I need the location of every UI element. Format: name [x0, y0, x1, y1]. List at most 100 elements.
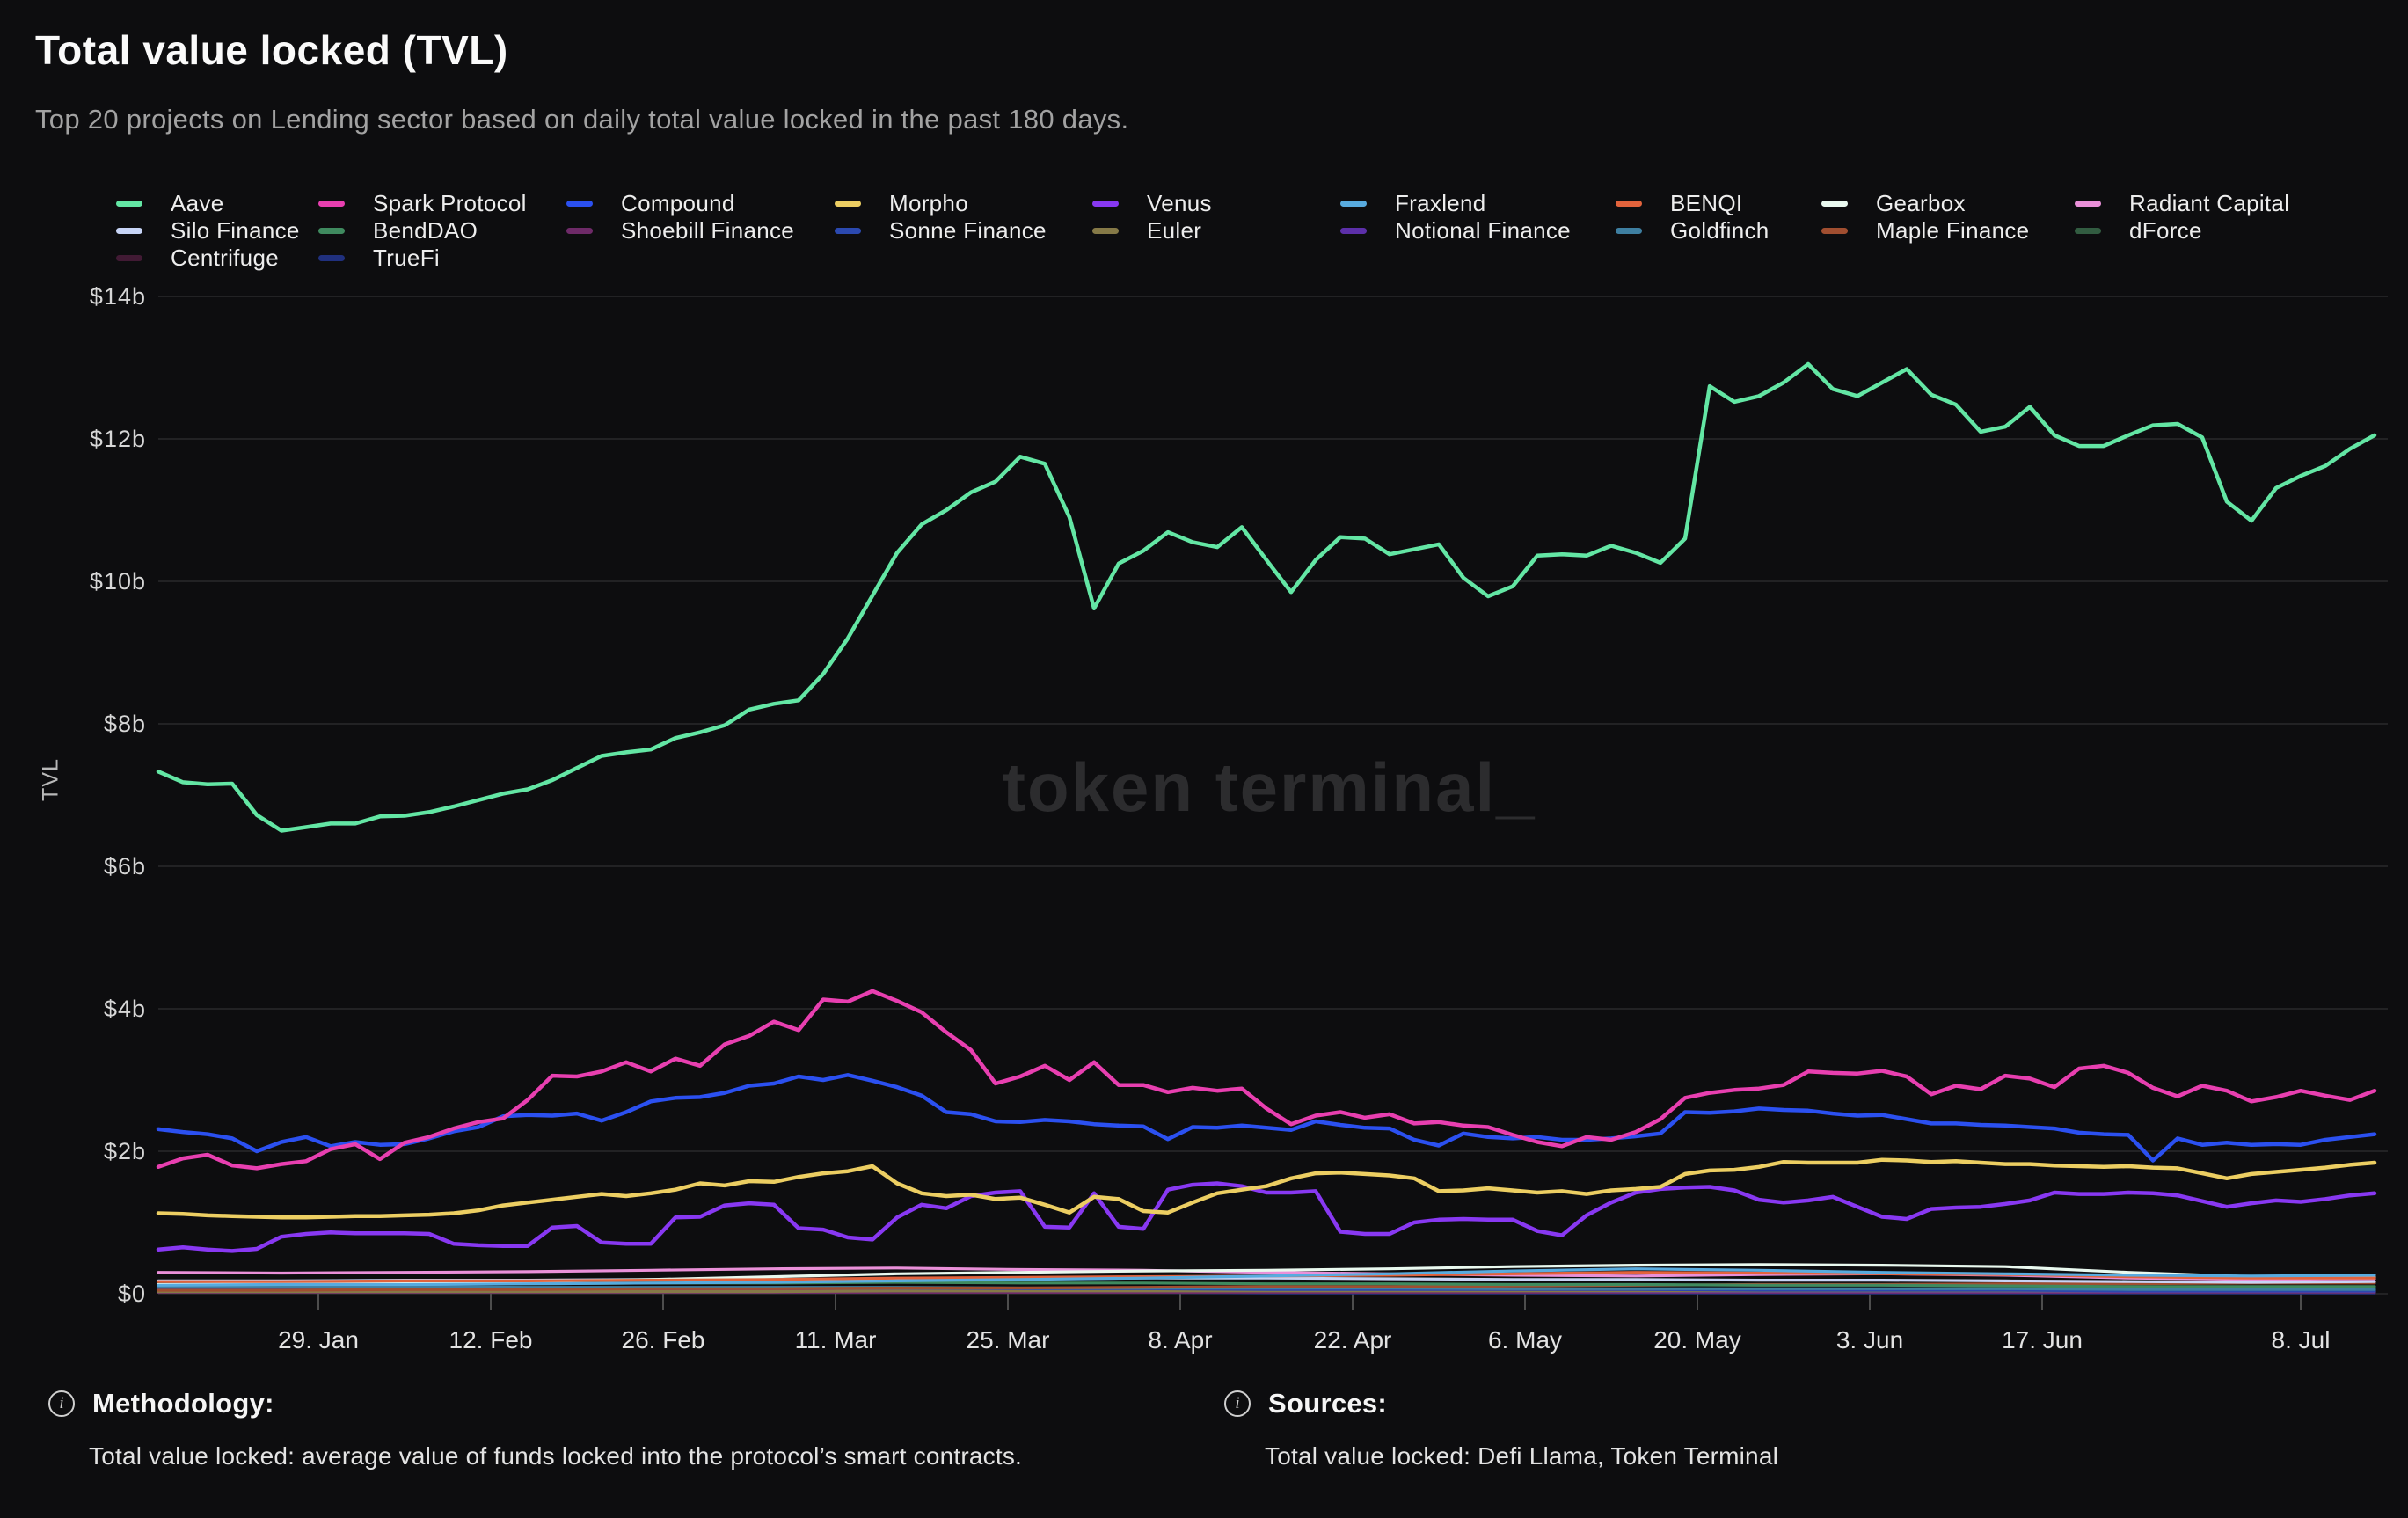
legend-item-gearbox[interactable]: Gearbox	[1821, 190, 2075, 217]
legend-label: Notional Finance	[1395, 217, 1571, 244]
sources-text: Total value locked: Defi Llama, Token Te…	[1265, 1442, 1779, 1470]
legend-item-radiant-capital[interactable]: Radiant Capital	[2075, 190, 2339, 217]
x-tick-label: 3. Jun	[1836, 1326, 1903, 1354]
legend-label: Gearbox	[1876, 190, 1966, 216]
x-tick-label: 20. May	[1653, 1326, 1741, 1354]
page-subtitle: Top 20 projects on Lending sector based …	[35, 104, 1129, 135]
legend-item-aave[interactable]: Aave	[116, 190, 318, 217]
legend-swatch-spark-protocol	[318, 201, 345, 207]
x-tick-label: 29. Jan	[278, 1326, 359, 1354]
legend-item-spark-protocol[interactable]: Spark Protocol	[318, 190, 566, 217]
x-tick-label: 6. May	[1488, 1326, 1562, 1354]
legend-item-truefi[interactable]: TrueFi	[318, 244, 566, 272]
y-tick-label: $14b	[90, 283, 146, 310]
legend-label: TrueFi	[373, 244, 440, 271]
legend-item-maple-finance[interactable]: Maple Finance	[1821, 217, 2075, 244]
legend-label: Fraxlend	[1395, 190, 1486, 216]
legend-column: BENQI Goldfinch	[1616, 190, 1821, 244]
x-tick-label: 11. Mar	[795, 1326, 877, 1354]
legend-item-goldfinch[interactable]: Goldfinch	[1616, 217, 1821, 244]
legend-swatch-gearbox	[1821, 201, 1848, 207]
legend-item-sonne-finance[interactable]: Sonne Finance	[835, 217, 1092, 244]
legend-label: Venus	[1147, 190, 1212, 216]
legend-column: Venus Euler	[1092, 190, 1340, 244]
legend-column: Aave Silo Finance Centrifuge	[116, 190, 318, 272]
legend-swatch-aave	[116, 201, 142, 207]
y-tick-label: $4b	[104, 996, 146, 1022]
legend-swatch-venus	[1092, 201, 1119, 207]
legend-label: Sonne Finance	[889, 217, 1047, 244]
legend-item-venus[interactable]: Venus	[1092, 190, 1340, 217]
legend-column: Gearbox Maple Finance	[1821, 190, 2075, 244]
legend-column: Radiant Capital dForce	[2075, 190, 2339, 244]
legend-column: Fraxlend Notional Finance	[1340, 190, 1616, 244]
legend-item-benddao[interactable]: BendDAO	[318, 217, 566, 244]
legend-swatch-morpho	[835, 201, 861, 207]
legend-item-centrifuge[interactable]: Centrifuge	[116, 244, 318, 272]
legend-swatch-centrifuge	[116, 255, 142, 261]
methodology-text: Total value locked: average value of fun…	[89, 1442, 1023, 1470]
series-line-maple-finance	[157, 1281, 2376, 1292]
legend-swatch-compound	[566, 201, 593, 207]
legend-label: Silo Finance	[171, 217, 300, 244]
legend-item-notional-finance[interactable]: Notional Finance	[1340, 217, 1616, 244]
legend-swatch-euler	[1092, 228, 1119, 234]
series-line-spark-protocol	[156, 989, 2377, 1171]
legend-swatch-shoebill-finance	[566, 228, 593, 234]
legend-swatch-notional-finance	[1340, 228, 1367, 234]
legend-item-shoebill-finance[interactable]: Shoebill Finance	[566, 217, 835, 244]
x-tick-label: 8. Apr	[1148, 1326, 1212, 1354]
legend-item-euler[interactable]: Euler	[1092, 217, 1340, 244]
legend-label: Aave	[171, 190, 224, 216]
x-tick-label: 22. Apr	[1314, 1326, 1392, 1354]
methodology-label: Methodology:	[92, 1388, 274, 1419]
y-axis-title: TVL	[38, 758, 63, 801]
legend-column: Morpho Sonne Finance	[835, 190, 1092, 244]
legend-item-dforce[interactable]: dForce	[2075, 217, 2339, 244]
series-line-fraxlend	[157, 1267, 2376, 1287]
legend-label: Radiant Capital	[2129, 190, 2290, 216]
info-icon: i	[1224, 1390, 1251, 1417]
legend-label: Compound	[621, 190, 735, 216]
legend-swatch-maple-finance	[1821, 228, 1848, 234]
series-line-morpho	[156, 1157, 2377, 1220]
x-tick-label: 8. Jul	[2272, 1326, 2331, 1354]
legend-item-fraxlend[interactable]: Fraxlend	[1340, 190, 1616, 217]
info-icon: i	[48, 1390, 75, 1417]
legend-label: Shoebill Finance	[621, 217, 795, 244]
legend-label: Euler	[1147, 217, 1202, 244]
series-line-aave	[156, 361, 2377, 833]
legend-label: BendDAO	[373, 217, 478, 244]
x-tick-label: 25. Mar	[967, 1326, 1050, 1354]
chart-legend: Aave Silo Finance Centrifuge Spark Protocol…	[116, 190, 2373, 272]
sources-label: Sources:	[1268, 1388, 1388, 1419]
legend-column: Spark Protocol BendDAO TrueFi	[318, 190, 566, 272]
legend-swatch-dforce	[2075, 228, 2101, 234]
x-tick-label: 12. Feb	[449, 1326, 533, 1354]
legend-swatch-fraxlend	[1340, 201, 1367, 207]
series-line-compound	[156, 1073, 2377, 1163]
x-tick-label: 26. Feb	[622, 1326, 705, 1354]
legend-item-compound[interactable]: Compound	[566, 190, 835, 217]
y-tick-label: $12b	[90, 426, 146, 452]
legend-label: BENQI	[1670, 190, 1743, 216]
y-tick-label: $10b	[90, 568, 146, 595]
legend-swatch-truefi	[318, 255, 345, 261]
y-tick-label: $2b	[104, 1138, 146, 1164]
legend-label: Centrifuge	[171, 244, 279, 271]
legend-item-morpho[interactable]: Morpho	[835, 190, 1092, 217]
sources-block: i Sources: Total value locked: Defi Llam…	[1224, 1388, 1778, 1471]
legend-swatch-goldfinch	[1616, 228, 1642, 234]
legend-label: dForce	[2129, 217, 2202, 244]
legend-swatch-benddao	[318, 228, 345, 234]
legend-swatch-silo-finance	[116, 228, 142, 234]
x-tick-label: 17. Jun	[2002, 1326, 2083, 1354]
legend-label: Spark Protocol	[373, 190, 527, 216]
y-tick-label: $6b	[104, 853, 146, 879]
legend-swatch-radiant-capital	[2075, 201, 2101, 207]
legend-item-benqi[interactable]: BENQI	[1616, 190, 1821, 217]
legend-item-silo-finance[interactable]: Silo Finance	[116, 217, 318, 244]
